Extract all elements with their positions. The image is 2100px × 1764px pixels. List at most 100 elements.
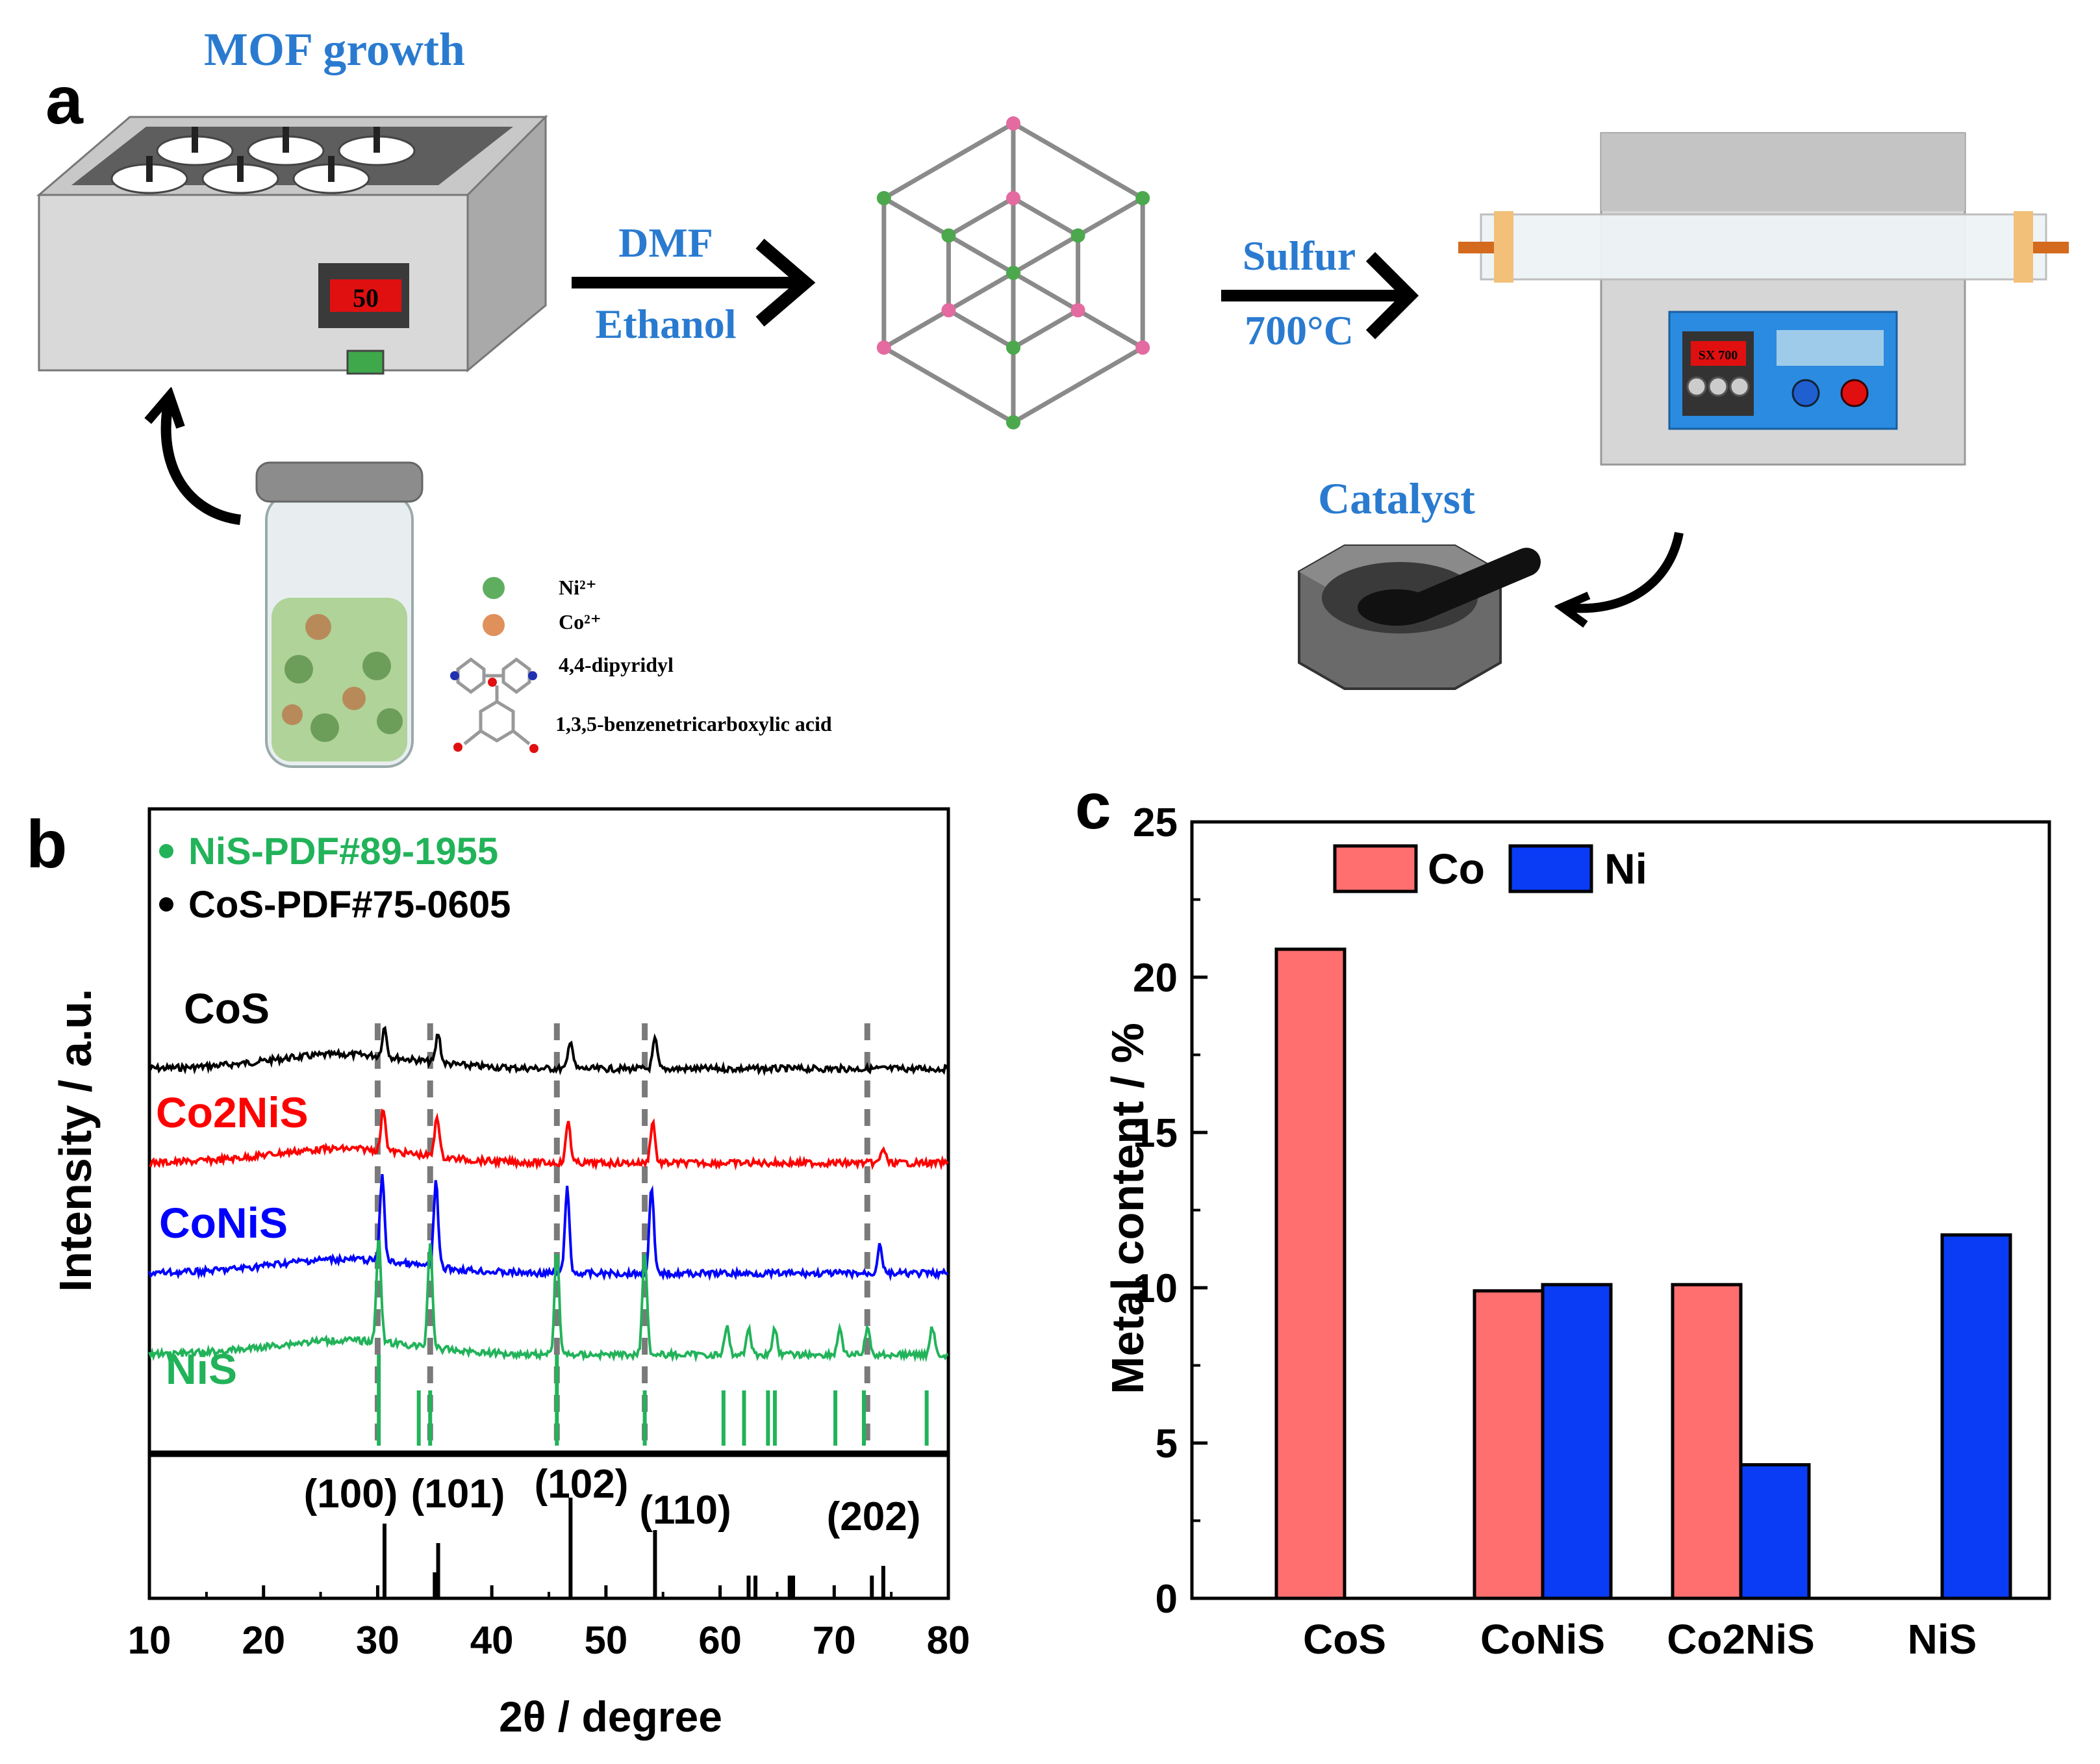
lattice-bond (883, 345, 1015, 425)
bar-legend: Co Ni (1333, 844, 1647, 893)
sulfur-label: Sulfur (1243, 233, 1356, 279)
legend-dipyridyl-label: 4,4-dipyridyl (559, 653, 674, 676)
nickel-ion-sphere-icon (483, 577, 505, 599)
bar-Co-CoNiS (1473, 1289, 1545, 1600)
y-tick-label: 5 (1156, 1422, 1178, 1466)
lattice-node (1006, 340, 1020, 355)
lattice-bond (1012, 270, 1080, 313)
cos-reference-legend: CoS-PDF#75-0605 (188, 884, 511, 926)
peak-label: (110) (639, 1488, 731, 1533)
bar-y-axis-title: Metal content / % (1102, 1023, 1153, 1394)
y-tick-label: 25 (1133, 800, 1178, 845)
bar-Co-Co2NiS (1671, 1283, 1743, 1600)
x-tick-label: 60 (698, 1618, 742, 1662)
curved-arrow-icon (166, 400, 242, 525)
cobalt-ion-sphere-icon (483, 614, 505, 636)
lattice-node (1135, 191, 1150, 205)
legend-co-label: Co (1428, 845, 1485, 893)
heater-display (330, 279, 401, 312)
furnace-display-value: SX 700 (1699, 348, 1738, 363)
legend-co-label: Co²⁺ (559, 610, 601, 633)
x-category-label: CoS (1303, 1616, 1386, 1663)
panel-a-label: a (45, 63, 84, 138)
legend-co-swatch (1333, 844, 1418, 893)
lattice-node (1006, 191, 1020, 205)
peak-label: (100) (304, 1472, 398, 1516)
bar-Co-CoS (1274, 947, 1347, 1600)
x-tick-label: 10 (128, 1618, 171, 1662)
peak-label: (101) (411, 1472, 505, 1516)
arrow-head-icon (755, 238, 816, 327)
panel-b-xrd-chart: b NiS-PDF#89-1955 CoS-PDF#75-0605 (100)(… (26, 807, 970, 1741)
tube-furnace: SX 700 (1458, 132, 2069, 466)
xrd-x-axis-title: 2θ / degree (499, 1693, 722, 1741)
panel-a: a MOF growth 50 (36, 23, 2069, 768)
x-tick-label: 50 (584, 1618, 627, 1662)
bar-x-axis: CoS CoNiS Co2NiS NiS (1303, 1616, 1977, 1663)
lattice-bond (947, 308, 1015, 350)
lattice-bond (883, 121, 1015, 201)
x-category-label: NiS (1908, 1616, 1977, 1663)
nis-reference-lines (377, 1355, 929, 1446)
xrd-x-axis: 10 20 30 40 50 60 70 80 (128, 1585, 970, 1662)
reagent-vial (255, 461, 424, 768)
x-tick-label: 30 (356, 1618, 399, 1662)
lattice-node (1006, 266, 1020, 280)
series-label-CoS: CoS (184, 984, 270, 1032)
lattice-bond (1012, 345, 1144, 425)
mof-lattice-structure (876, 116, 1150, 429)
xrd-series-Co2NiS (149, 1108, 949, 1171)
series-label-Co2NiS: Co2NiS (156, 1088, 309, 1136)
catalyst-label: Catalyst (1318, 474, 1475, 523)
y-tick-label: 20 (1133, 956, 1178, 1001)
bar-series-group (1274, 947, 2012, 1600)
legend-btc-label: 1,3,5-benzenetricarboxylic acid (555, 712, 832, 735)
dashed-guide-lines (374, 1023, 870, 1452)
lattice-bond (1076, 196, 1144, 238)
component-legend: Ni²⁺ Co²⁺ 4,4-dipyridyl 1,3,5-benzenetri… (450, 576, 832, 753)
temperature-label: 700°C (1245, 307, 1354, 353)
bar-Ni-Co2NiS (1739, 1463, 1811, 1600)
lattice-bond (1012, 233, 1080, 275)
lattice-node (941, 228, 956, 243)
nis-legend-marker-icon (159, 844, 173, 858)
legend-ni-label: Ni²⁺ (559, 576, 596, 599)
xrd-series-CoNiS (148, 1173, 949, 1282)
bar-Ni-CoNiS (1541, 1283, 1613, 1600)
panel-c-bar-chart: c Co Ni 0 5 10 15 20 25 CoS CoNiS Co2NiS NiS Met… (1075, 770, 2051, 1663)
mof-growth-label: MOF growth (204, 23, 465, 75)
arrow-head-icon (1365, 251, 1419, 340)
bar-y-axis: 0 5 10 15 20 25 (1133, 800, 1208, 1622)
x-category-label: CoNiS (1480, 1616, 1605, 1663)
heater-display-value: 50 (353, 283, 379, 313)
series-label-CoNiS: CoNiS (159, 1199, 288, 1247)
lattice-bond (947, 270, 1015, 313)
lattice-node (1006, 116, 1020, 131)
solvent-dmf-label: DMF (618, 220, 713, 266)
series-label-NiS: NiS (166, 1345, 237, 1393)
nis-reference-legend: NiS-PDF#89-1955 (188, 830, 498, 873)
bar-Ni-NiS (1940, 1233, 2012, 1600)
x-tick-label: 80 (927, 1618, 970, 1662)
lattice-node (876, 340, 891, 355)
legend-ni-swatch (1508, 844, 1593, 893)
peak-label: (102) (535, 1462, 629, 1507)
xrd-plot-frame (147, 807, 950, 1457)
heater-switch (346, 350, 385, 375)
series-labels: CoS Co2NiS CoNiS NiS (156, 984, 309, 1393)
lattice-node (1006, 415, 1020, 429)
cos-legend-marker-icon (159, 897, 173, 912)
y-tick-label: 15 (1133, 1111, 1178, 1156)
lattice-bond (947, 233, 1015, 275)
dipyridyl-molecule-icon (450, 657, 537, 695)
lattice-node (1070, 303, 1085, 318)
y-tick-label: 0 (1156, 1577, 1178, 1622)
x-category-label: Co2NiS (1667, 1616, 1815, 1663)
lattice-bond (1012, 308, 1080, 350)
mortar-and-pestle (1298, 544, 1541, 690)
lattice-node (1135, 340, 1150, 355)
solvent-ethanol-label: Ethanol (596, 301, 737, 347)
cos-reference-lines (382, 1498, 885, 1598)
lattice-bond (883, 196, 950, 238)
